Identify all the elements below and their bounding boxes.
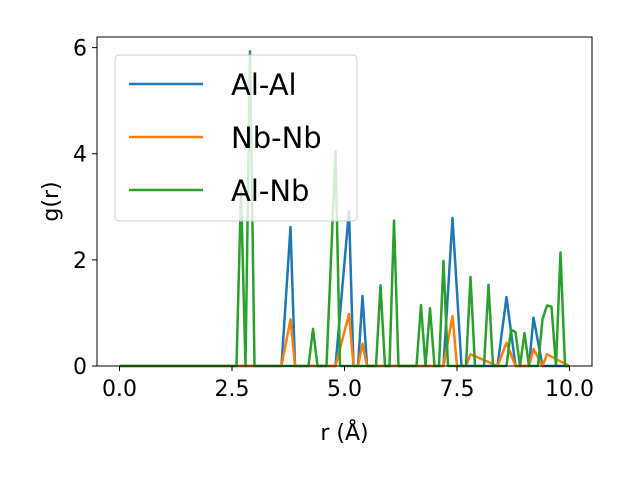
- y-tick-label: 4: [73, 143, 87, 168]
- legend-label: Al-Al: [231, 68, 297, 102]
- x-axis-label: r (Å): [320, 419, 368, 446]
- x-tick-label: 7.5: [440, 377, 475, 402]
- series-line-al-al: [119, 209, 570, 368]
- x-tick-label: 10.0: [545, 377, 594, 402]
- legend-box: [114, 54, 358, 222]
- y-tick-label: 0: [73, 355, 87, 380]
- axis-ticks: 0.0 2.5 5.0 7.5 10.0 0 2 4 6: [73, 37, 594, 402]
- plot-frame: [96, 36, 593, 367]
- legend-label: Nb-Nb: [231, 121, 322, 155]
- y-axis-label: g(r): [39, 181, 64, 221]
- legend: Al-Al Nb-Nb Al-Nb: [114, 54, 358, 222]
- y-tick-label: 2: [73, 249, 87, 274]
- x-tick-label: 5.0: [327, 377, 362, 402]
- legend-label: Al-Nb: [231, 174, 309, 208]
- y-tick-label: 6: [73, 37, 87, 62]
- x-tick-label: 0.0: [102, 377, 137, 402]
- x-tick-label: 2.5: [215, 377, 250, 402]
